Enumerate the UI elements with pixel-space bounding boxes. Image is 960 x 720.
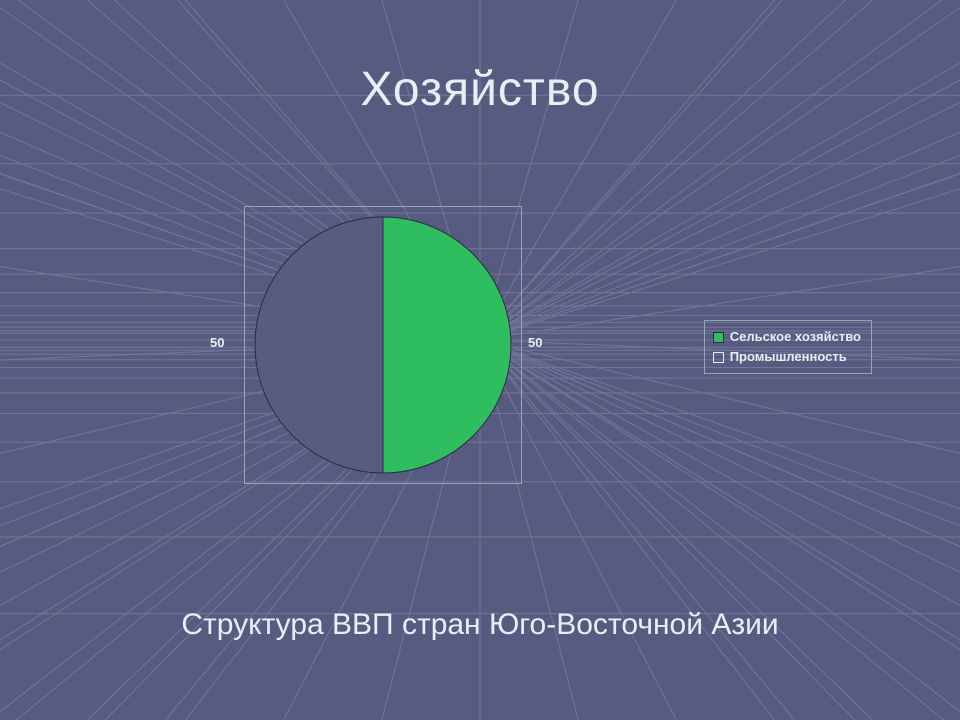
legend-swatch-agriculture (713, 332, 724, 343)
slide-subtitle: Структура ВВП стран Юго-Восточной Азии (0, 608, 960, 642)
slide-title: Хозяйство (0, 62, 960, 117)
pie-value-label-left: 50 (210, 335, 224, 350)
pie-chart-svg (244, 206, 522, 484)
legend-label: Промышленность (730, 347, 847, 367)
pie-value-label-right: 50 (528, 335, 542, 350)
legend-item: Сельское хозяйство (713, 327, 861, 347)
legend: Сельское хозяйство Промышленность (704, 320, 872, 374)
legend-item: Промышленность (713, 347, 861, 367)
slide: Хозяйство 50 50 Сельское хозяйство Промы… (0, 0, 960, 720)
legend-label: Сельское хозяйство (730, 327, 861, 347)
pie-chart (244, 206, 522, 484)
legend-swatch-industry (713, 352, 724, 363)
